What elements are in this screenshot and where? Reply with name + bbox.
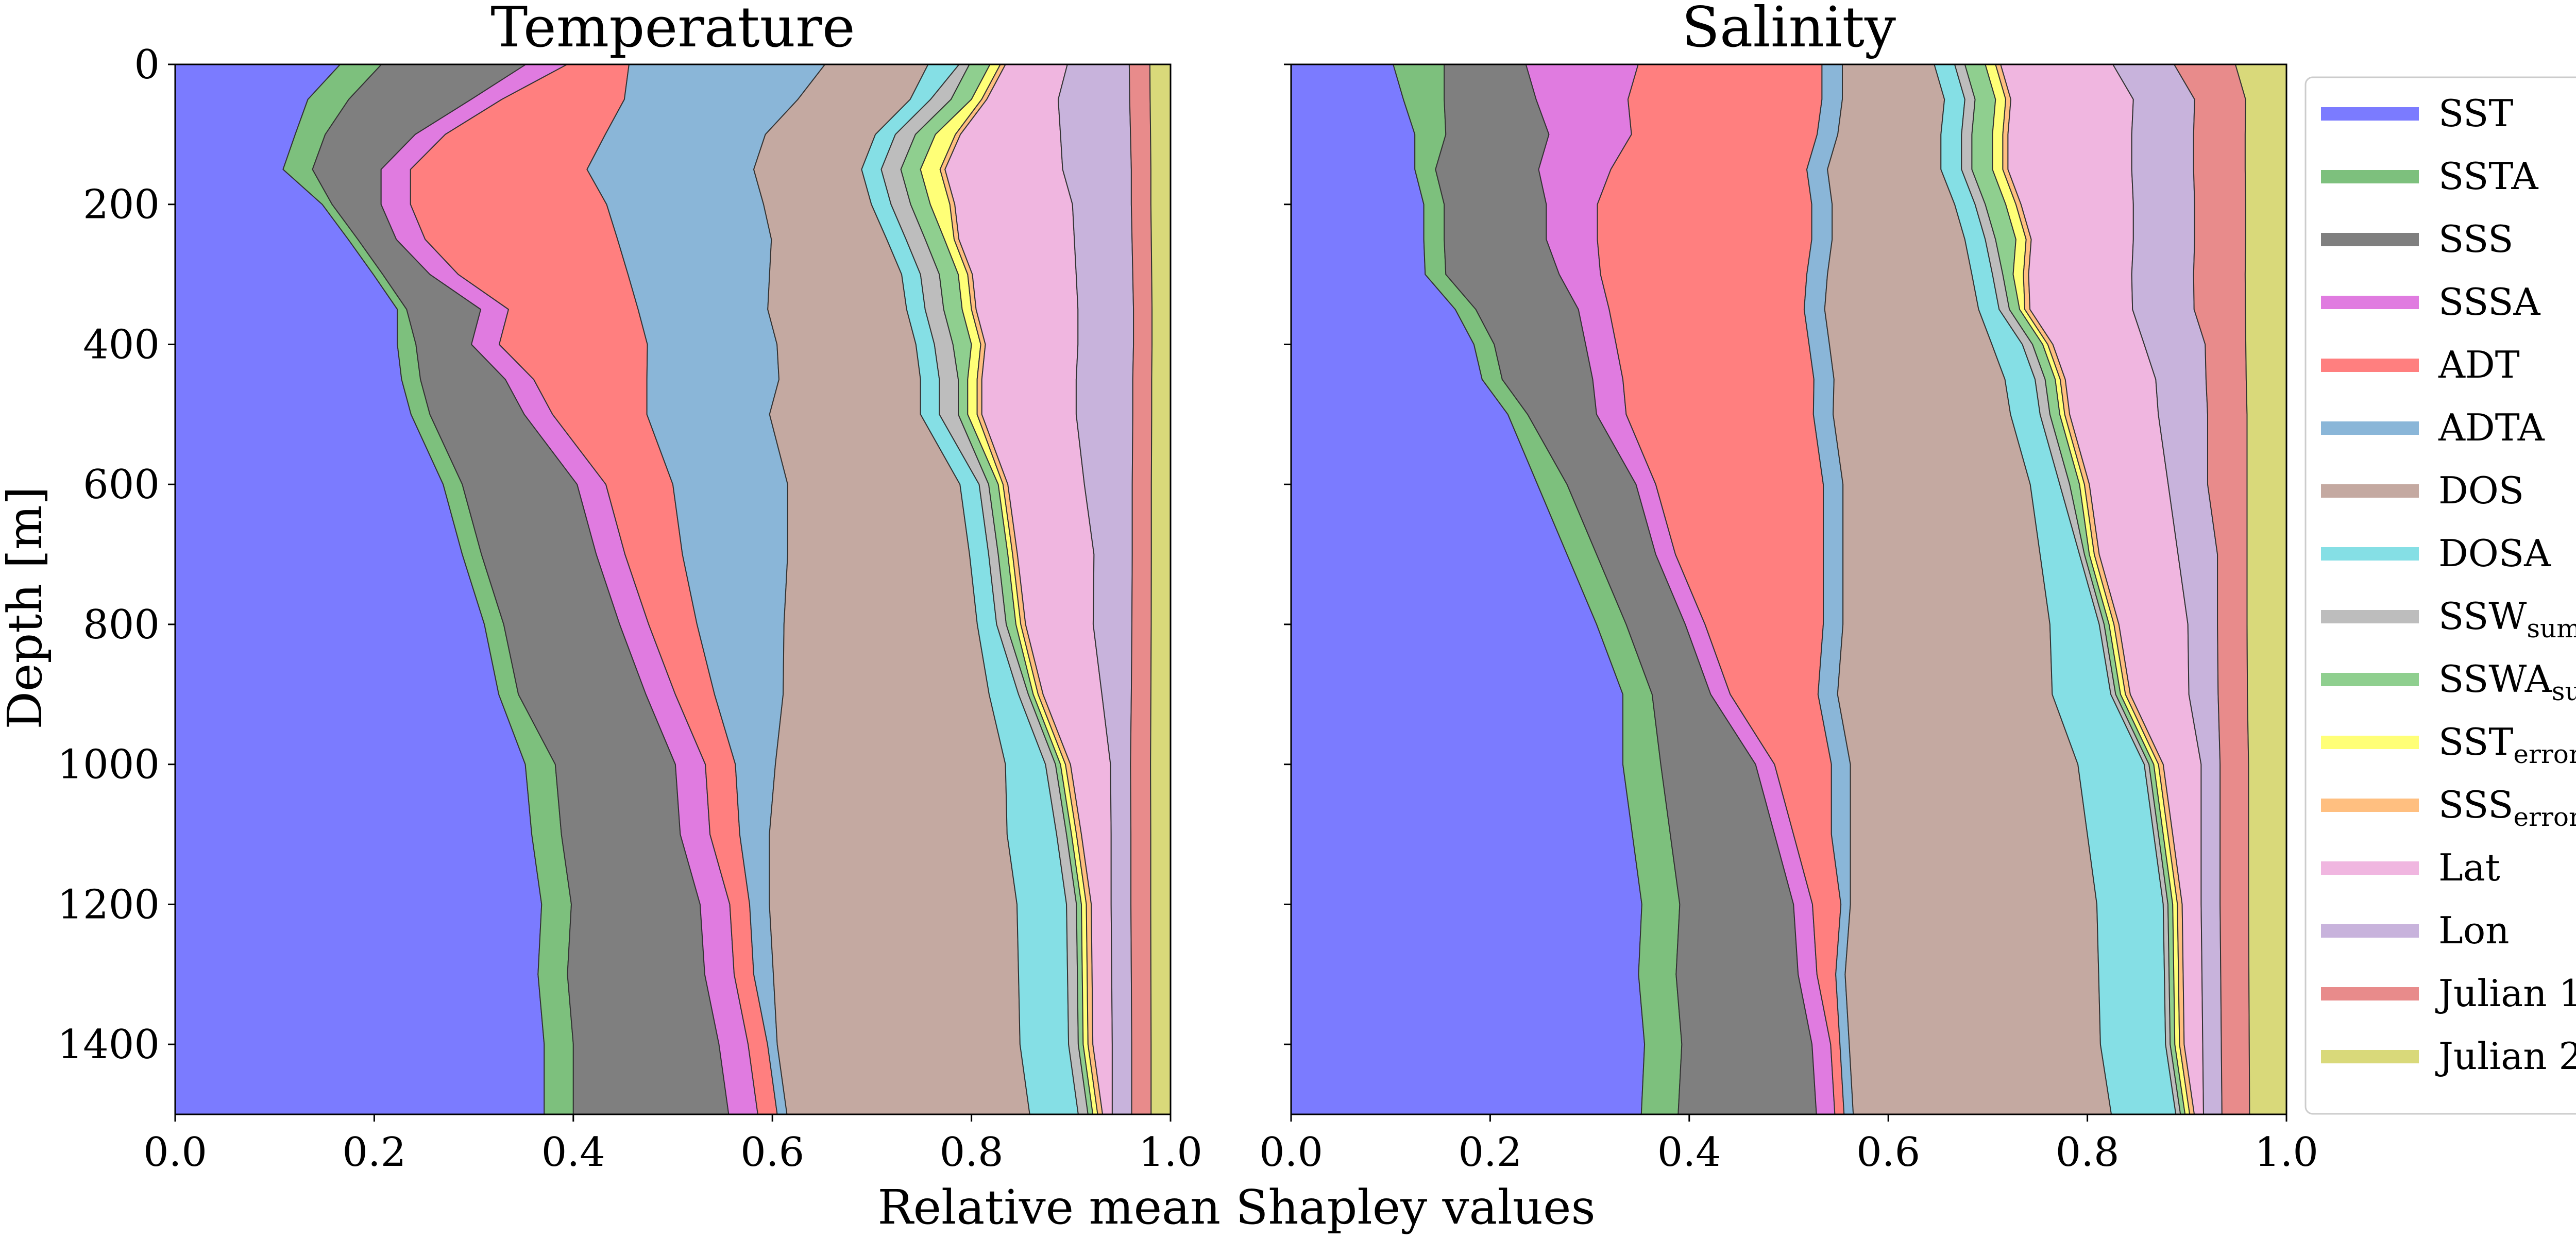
- legend-swatch: [2321, 736, 2419, 749]
- legend-item: SST: [2321, 92, 2513, 135]
- legend-subscript: error: [2513, 739, 2576, 769]
- legend-swatch: [2321, 233, 2419, 246]
- panel-title: Temperature: [490, 0, 855, 60]
- x-tick-label: 0.4: [1657, 1129, 1721, 1176]
- y-tick-label: 600: [83, 462, 160, 508]
- area-julian2: [1149, 64, 1171, 1115]
- legend-label: SSSA: [2438, 280, 2540, 324]
- legend-item: SSTerror: [2321, 720, 2576, 769]
- x-tick-label: 1.0: [2255, 1129, 2318, 1176]
- legend-label: SST: [2438, 92, 2513, 135]
- legend-item: SSTA: [2321, 155, 2538, 198]
- legend-item: SSSA: [2321, 280, 2540, 324]
- legend-item: SSWsum: [2321, 595, 2576, 643]
- y-tick-label: 400: [83, 321, 160, 368]
- legend-item: DOS: [2321, 469, 2524, 512]
- legend-swatch: [2321, 296, 2419, 309]
- x-tick-label: 1.0: [1139, 1129, 1202, 1176]
- legend-item: Julian 1: [2321, 972, 2576, 1015]
- legend-label: Julian 1: [2435, 972, 2576, 1015]
- y-tick-label: 800: [83, 602, 160, 648]
- legend-label: SSTA: [2438, 155, 2538, 198]
- legend-swatch: [2321, 987, 2419, 1000]
- y-tick-label: 1400: [57, 1022, 160, 1068]
- y-tick-label: 1200: [57, 881, 160, 928]
- legend-swatch: [2321, 673, 2419, 686]
- legend-subscript: error: [2513, 802, 2576, 832]
- legend-item: Julian 2: [2321, 1035, 2576, 1078]
- legend-label: ADT: [2438, 343, 2520, 386]
- legend-label: DOS: [2438, 469, 2524, 512]
- x-tick-label: 0.2: [1458, 1129, 1522, 1176]
- legend-swatch: [2321, 547, 2419, 561]
- legend-item: DOSA: [2321, 532, 2551, 575]
- temperature-panel: 0.0 0.2 0.4 0.6 0.8 1.0 0 200 400 600 800 1000 1200 1…: [57, 0, 1202, 1176]
- salinity-panel: 0.0 0.2 0.4 0.6 0.8 1.0 Salinity: [1259, 0, 2318, 1176]
- legend-label: ADTA: [2438, 406, 2545, 449]
- x-tick-label: 0.0: [1259, 1129, 1323, 1176]
- legend-label: Lat: [2438, 846, 2500, 889]
- panel-title: Salinity: [1682, 0, 1896, 60]
- x-tick-label: 0.6: [740, 1129, 804, 1176]
- legend-swatch: [2321, 484, 2419, 498]
- legend-swatch: [2321, 861, 2419, 875]
- legend-swatch: [2321, 421, 2419, 435]
- x-axis-label: Relative mean Shapley values: [877, 1180, 1595, 1235]
- area-julian1: [1128, 64, 1153, 1115]
- x-tick-label: 0.6: [1856, 1129, 1920, 1176]
- legend-subscript: sum: [2552, 676, 2576, 706]
- axes-frame: [174, 63, 1172, 1115]
- y-axis-label: Depth [m]: [0, 486, 53, 730]
- legend-item: Lat: [2321, 846, 2500, 889]
- legend: SSTSSTASSSSSSAADTADTADOSDOSASSWsumSSWAsu…: [2304, 76, 2576, 1115]
- y-tick-label: 1000: [57, 742, 160, 788]
- legend-label: Julian 2: [2435, 1035, 2576, 1078]
- legend-swatch: [2321, 170, 2419, 183]
- legend-swatch: [2321, 359, 2419, 372]
- legend-item: ADT: [2321, 343, 2520, 386]
- legend-label: SSS: [2438, 217, 2513, 261]
- legend-swatch: [2321, 924, 2419, 938]
- stacked-areas: [1291, 64, 2287, 1115]
- legend-label: SSWsum: [2438, 595, 2576, 643]
- y-tick-label: 0: [134, 42, 160, 88]
- x-tick-label: 0.8: [2056, 1129, 2120, 1176]
- legend-swatch: [2321, 1050, 2419, 1063]
- x-tick-label: 0.4: [541, 1129, 605, 1176]
- legend-label: Lon: [2438, 909, 2510, 952]
- legend-swatch: [2321, 610, 2419, 623]
- legend-item: Lon: [2321, 909, 2510, 952]
- y-tick-label: 200: [83, 182, 160, 228]
- legend-subscript: sum: [2527, 614, 2576, 643]
- legend-item: SSS: [2321, 217, 2513, 261]
- legend-item: ADTA: [2321, 406, 2545, 449]
- legend-swatch: [2321, 799, 2419, 812]
- x-tick-label: 0.8: [940, 1129, 1004, 1176]
- legend-box: [2304, 76, 2576, 1115]
- stacked-areas: [175, 64, 1171, 1115]
- axes-frame: [1290, 63, 2287, 1115]
- x-tick-label: 0.0: [143, 1129, 207, 1176]
- x-tick-label: 0.2: [342, 1129, 406, 1176]
- legend-label: DOSA: [2438, 532, 2551, 575]
- legend-swatch: [2321, 107, 2419, 121]
